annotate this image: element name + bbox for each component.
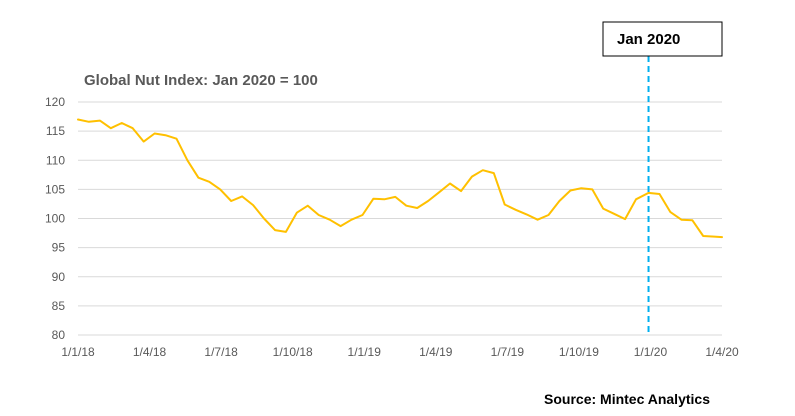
chart-title: Global Nut Index: Jan 2020 = 100 — [84, 72, 318, 89]
y-tick-label: 80 — [52, 328, 66, 342]
x-tick-label: 1/4/20 — [705, 345, 739, 359]
series-group — [77, 118, 723, 239]
x-tick-label: 1/7/18 — [204, 345, 238, 359]
callout-box — [602, 21, 723, 57]
x-tick-label: 1/4/18 — [133, 345, 167, 359]
gridlines — [78, 101, 722, 336]
y-tick-label: 100 — [45, 212, 65, 226]
y-axis-ticks: 80 85 90 95 100 105 110 115 120 — [45, 95, 65, 342]
y-tick-label: 115 — [46, 124, 65, 138]
y-tick-label: 85 — [52, 299, 66, 313]
x-tick-label: 1/4/19 — [419, 345, 453, 359]
x-tick-label: 1/7/19 — [491, 345, 525, 359]
y-tick-label: 110 — [46, 153, 65, 167]
x-tick-label: 1/1/18 — [61, 345, 95, 359]
annotations: Jan 2020 — [602, 21, 723, 335]
x-tick-label: 1/10/18 — [273, 345, 313, 359]
x-tick-label: 1/1/19 — [348, 345, 382, 359]
y-tick-label: 120 — [45, 95, 65, 109]
x-tick-label: 1/10/19 — [559, 345, 599, 359]
y-tick-label: 90 — [52, 270, 66, 284]
x-axis-ticks: 1/1/18 1/4/18 1/7/18 1/10/18 1/1/19 1/4/19 1/7… — [61, 345, 739, 359]
callout-label: Jan 2020 — [617, 31, 680, 48]
y-tick-label: 95 — [52, 241, 66, 255]
x-tick-label: 1/1/20 — [634, 345, 668, 359]
source-note: Source: Mintec Analytics — [544, 391, 710, 407]
y-tick-label: 105 — [45, 182, 65, 196]
series-line-0 — [77, 118, 723, 239]
